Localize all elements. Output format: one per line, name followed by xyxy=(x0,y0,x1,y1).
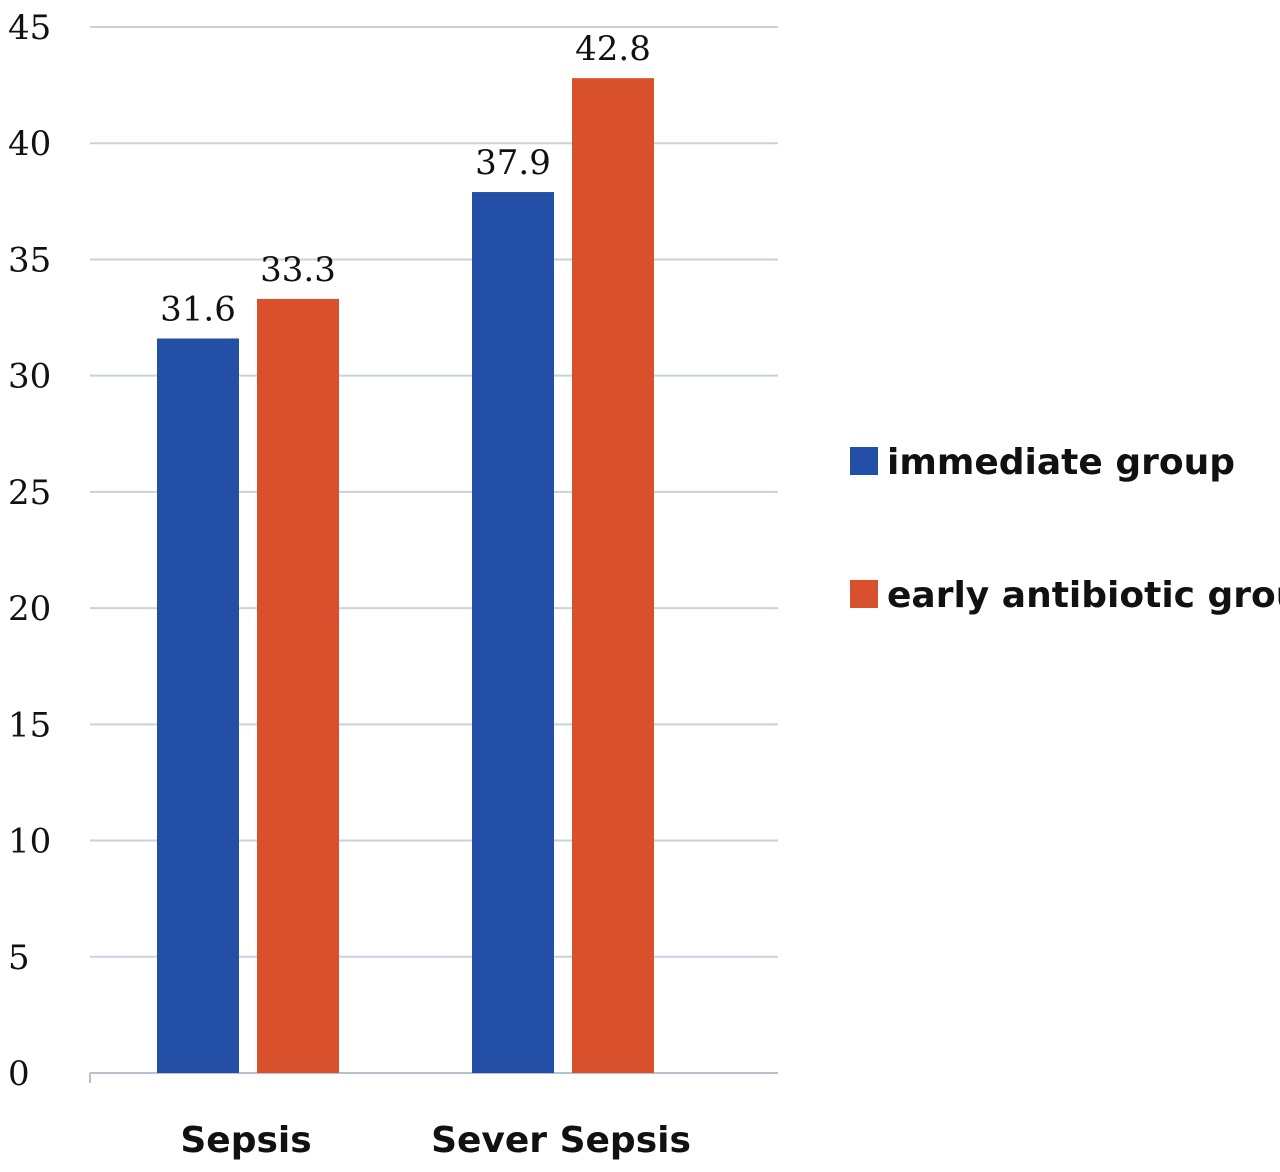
data-label: 42.8 xyxy=(575,29,651,69)
data-label: 33.3 xyxy=(260,250,336,290)
legend-swatch xyxy=(850,447,878,475)
x-category-label: Sepsis xyxy=(180,1120,311,1161)
legend-label: early antibiotic group xyxy=(887,575,1280,616)
data-label: 37.9 xyxy=(475,143,551,183)
bar-immediate-sever-sepsis xyxy=(472,192,554,1074)
legend-swatch xyxy=(850,580,878,608)
legend-label: immediate group xyxy=(887,442,1235,483)
x-category-label: Sever Sepsis xyxy=(431,1120,691,1161)
y-tick-label: 45 xyxy=(8,8,51,48)
bar-immediate-sepsis xyxy=(157,338,239,1073)
y-tick-label: 0 xyxy=(8,1054,30,1094)
y-tick-label: 15 xyxy=(8,705,51,745)
y-tick-label: 5 xyxy=(8,938,30,978)
y-tick-label: 20 xyxy=(8,589,51,629)
y-tick-label: 30 xyxy=(8,357,51,397)
y-tick-label: 10 xyxy=(8,822,51,862)
bar-early-antibiotic-sepsis xyxy=(257,298,339,1074)
y-tick-label: 25 xyxy=(8,473,51,513)
data-label: 31.6 xyxy=(160,289,236,329)
y-tick-label: 35 xyxy=(8,240,51,280)
y-tick-label: 40 xyxy=(8,124,51,164)
bar-early-antibiotic-sever-sepsis xyxy=(572,78,654,1074)
